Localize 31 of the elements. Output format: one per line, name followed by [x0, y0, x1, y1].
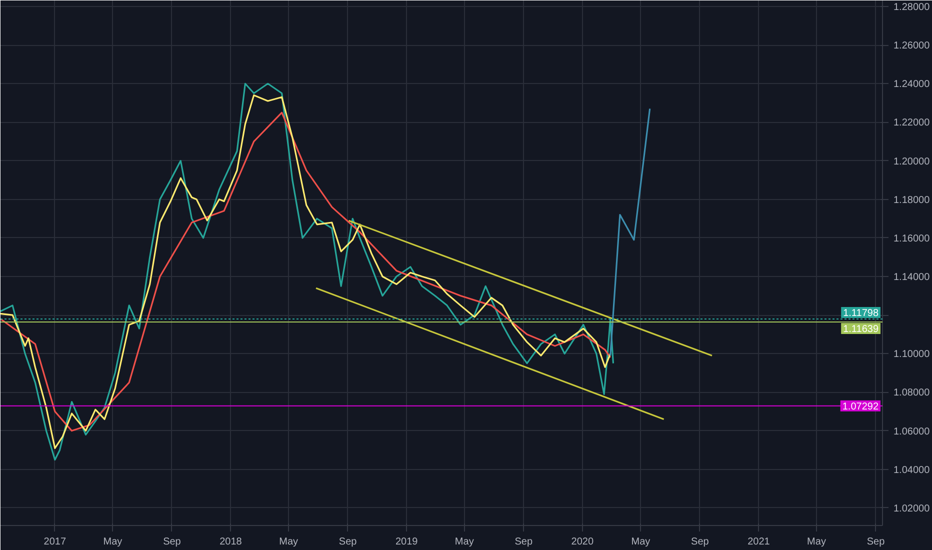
x-tick-label: Sep — [691, 536, 710, 548]
x-tick-label: Sep — [163, 536, 182, 548]
x-tick-label: 2020 — [571, 536, 594, 548]
y-tick-label: 1.20000 — [894, 156, 930, 168]
y-tick-label: 1.22000 — [894, 118, 930, 129]
x-tick-label: 2019 — [395, 536, 418, 548]
x-tick-label: May — [279, 536, 298, 548]
x-tick-label: Sep — [866, 536, 886, 548]
x-tick-label: May — [807, 536, 826, 548]
y-tick-label: 1.28000 — [894, 2, 930, 13]
ref-line-label: 1.07292 — [842, 401, 879, 412]
y-tick-label: 1.10000 — [894, 349, 930, 360]
y-tick-label: 1.18000 — [894, 194, 930, 206]
x-tick-label: 2018 — [220, 536, 242, 548]
y-tick-label: 1.24000 — [894, 79, 930, 90]
x-tick-label: May — [454, 536, 474, 548]
x-tick-label: 2021 — [748, 536, 770, 548]
ref-line-label: 1.11639 — [843, 324, 879, 336]
x-tick-label: May — [103, 536, 122, 548]
y-tick-label: 1.04000 — [894, 464, 930, 476]
x-tick-label: Sep — [514, 536, 533, 548]
y-tick-label: 1.26000 — [894, 40, 930, 52]
x-tick-label: Sep — [338, 536, 358, 548]
ref-line-label: 1.11798 — [843, 308, 879, 319]
y-tick-label: 1.14000 — [894, 272, 930, 283]
y-tick-label: 1.06000 — [894, 426, 930, 438]
x-tick-label: May — [631, 536, 650, 548]
y-tick-label: 1.16000 — [894, 233, 930, 244]
y-tick-label: 1.02000 — [894, 503, 930, 514]
y-tick-label: 1.08000 — [894, 388, 930, 399]
x-tick-label: 2017 — [44, 536, 66, 548]
